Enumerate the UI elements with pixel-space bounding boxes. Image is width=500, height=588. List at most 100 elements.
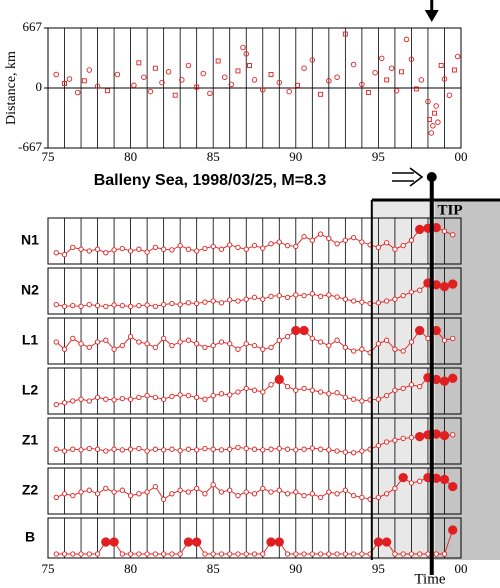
data-point	[268, 344, 274, 351]
data-point	[425, 335, 431, 342]
data-point	[136, 491, 142, 497]
alarm-point	[274, 374, 284, 385]
alarm-point	[382, 537, 392, 547]
data-point	[276, 445, 282, 452]
data-point	[450, 335, 456, 342]
data-point	[202, 551, 208, 557]
data-point	[399, 69, 404, 75]
data-point	[53, 250, 59, 256]
data-point	[247, 63, 252, 68]
data-point	[177, 242, 183, 249]
data-point	[210, 243, 216, 249]
data-point	[202, 299, 208, 305]
data-point	[317, 339, 324, 345]
data-point	[61, 251, 68, 258]
panel-label: L1	[22, 332, 39, 348]
data-point	[227, 242, 233, 248]
pointer-arrow	[392, 167, 424, 187]
data-point	[152, 344, 159, 351]
data-point	[94, 83, 101, 89]
alarm-point	[291, 325, 301, 336]
data-point	[235, 298, 241, 304]
data-point	[86, 445, 92, 452]
chart-title: Balleny Sea, 1998/03/25, M=8.3	[94, 172, 327, 189]
data-point	[235, 346, 241, 352]
data-point	[295, 82, 300, 88]
x-tick-label: 85	[207, 561, 220, 576]
data-point	[94, 394, 101, 401]
x-tick-label: 75	[42, 149, 55, 164]
data-point	[105, 88, 110, 94]
data-point	[366, 90, 371, 95]
data-point	[293, 551, 299, 557]
data-point	[417, 478, 423, 484]
data-point	[177, 447, 183, 454]
data-point	[177, 487, 183, 493]
data-point	[194, 248, 200, 254]
data-point	[260, 485, 266, 492]
data-point	[53, 339, 59, 345]
data-point	[418, 77, 425, 83]
data-point	[342, 487, 349, 493]
data-point	[326, 78, 332, 84]
data-point	[334, 390, 340, 396]
data-point	[62, 81, 67, 86]
data-point	[276, 337, 282, 343]
y-tick-label: 667	[23, 19, 43, 34]
data-point	[350, 298, 357, 304]
data-point	[309, 237, 315, 243]
data-point	[428, 130, 435, 136]
panel-label: N1	[21, 232, 39, 248]
data-point	[78, 396, 84, 402]
data-point	[127, 303, 134, 310]
data-point	[309, 387, 315, 393]
alarm-point	[101, 537, 111, 547]
data-point	[425, 551, 431, 557]
data-point	[243, 385, 249, 392]
data-point	[392, 551, 398, 557]
data-point	[301, 446, 307, 452]
x-axis-label: Time	[414, 571, 445, 587]
data-point	[61, 448, 68, 454]
data-point	[177, 392, 183, 398]
alarm-point	[373, 537, 384, 547]
data-point	[172, 92, 178, 98]
data-point	[392, 296, 398, 302]
data-point	[70, 492, 76, 499]
data-point	[160, 246, 167, 252]
data-point	[384, 240, 390, 246]
data-point	[384, 392, 390, 399]
data-point	[235, 492, 241, 499]
data-point	[276, 292, 282, 299]
data-point	[309, 445, 315, 451]
alarm-point	[398, 472, 408, 483]
data-point	[144, 551, 150, 557]
data-point	[293, 387, 299, 393]
data-point	[169, 446, 175, 452]
data-point	[317, 231, 324, 237]
data-point	[251, 342, 258, 349]
data-point	[276, 79, 283, 86]
data-point	[152, 551, 159, 557]
data-point	[260, 245, 266, 251]
data-point	[227, 446, 233, 452]
data-point	[61, 346, 68, 352]
data-point	[152, 65, 158, 71]
data-point	[202, 445, 208, 452]
data-point	[284, 551, 291, 557]
data-point	[70, 244, 76, 251]
data-point	[359, 239, 365, 245]
panel-frame	[47, 467, 462, 515]
data-point	[432, 110, 438, 116]
data-point	[131, 82, 137, 89]
data-point	[86, 344, 92, 351]
data-point	[334, 294, 340, 300]
data-point	[194, 341, 200, 347]
data-point	[384, 491, 390, 497]
data-point	[441, 228, 448, 234]
data-point	[185, 337, 192, 343]
data-point	[185, 62, 192, 69]
data-point	[185, 446, 192, 452]
data-point	[454, 53, 461, 60]
data-point	[393, 87, 400, 94]
